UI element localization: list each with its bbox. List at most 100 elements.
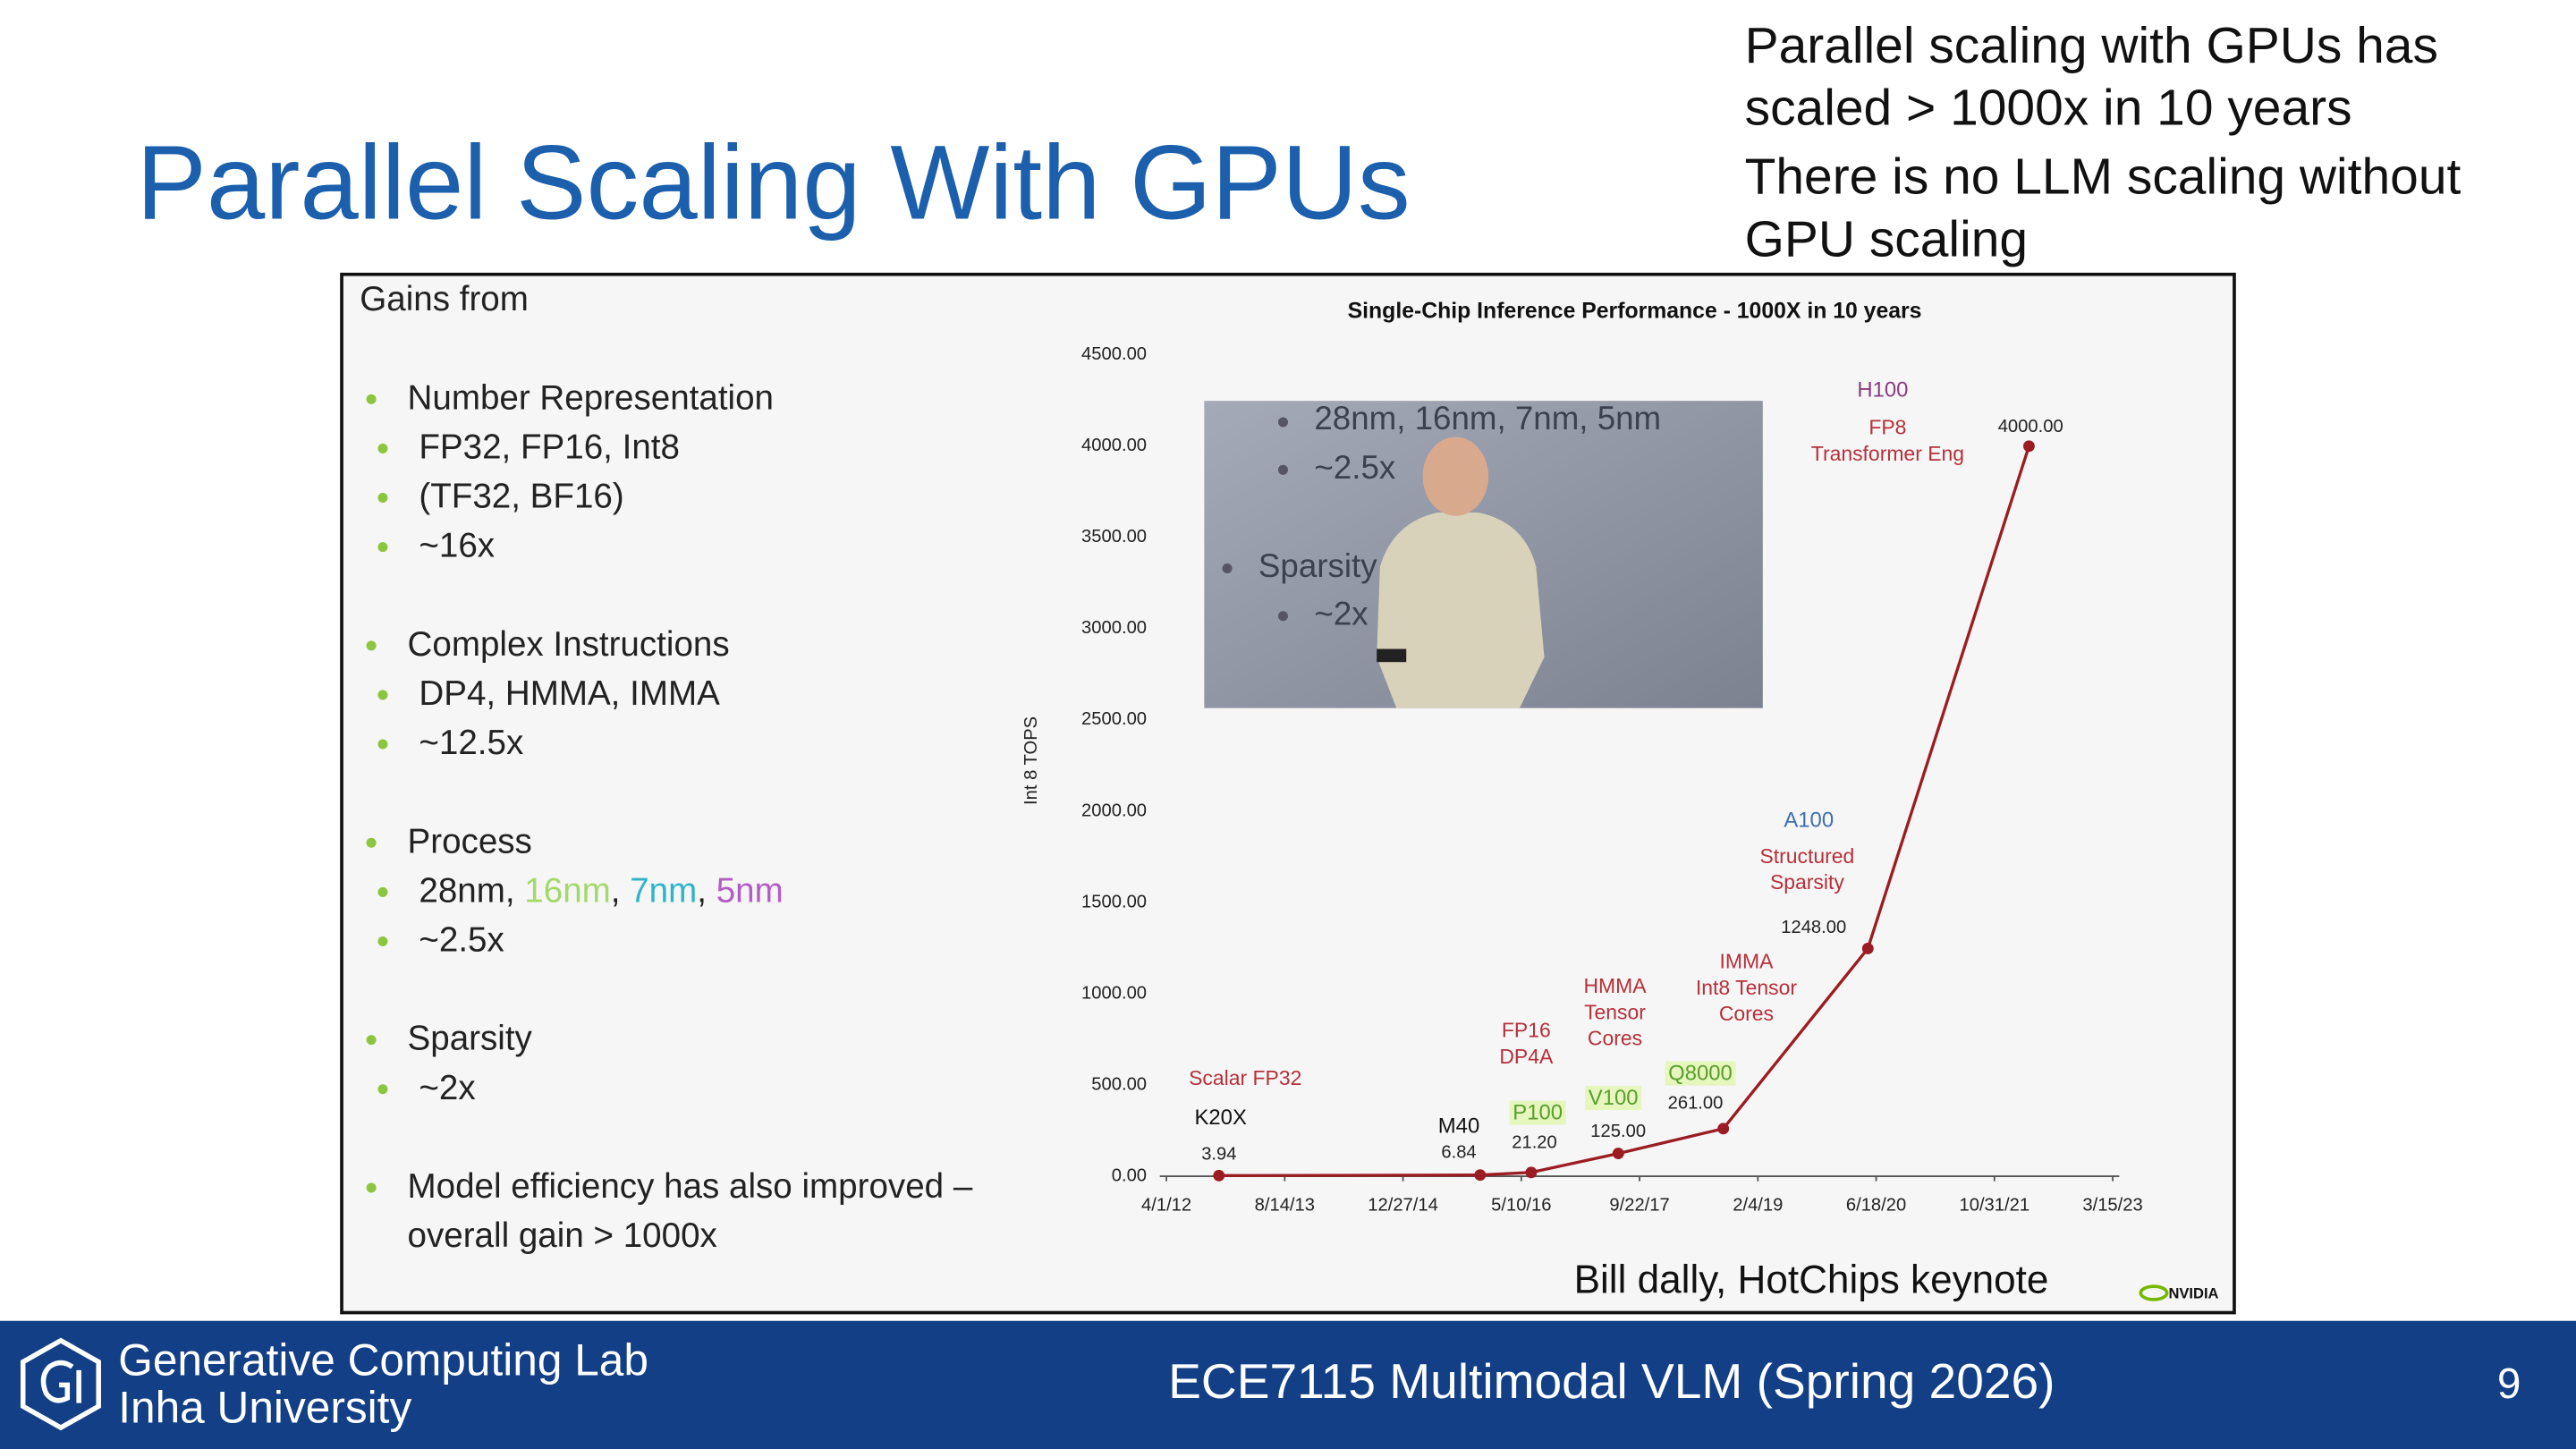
- point-label: H100: [1857, 377, 1908, 402]
- note: Parallel scaling with GPUs has scaled > …: [1744, 16, 2438, 137]
- photo-text: ~2.5x: [1314, 449, 1395, 486]
- lab-info: Generative Computing Lab Inha University: [118, 1335, 648, 1433]
- x-tick-label: 3/15/23: [2082, 1196, 2142, 1216]
- list-item: Model efficiency has also improved – over…: [360, 1163, 972, 1261]
- logo-mark: [2139, 1284, 2169, 1301]
- annotation: Structured: [1759, 844, 1854, 868]
- label-highlight: [1585, 1086, 1642, 1111]
- text-segment: Model efficiency has also improved –: [407, 1167, 973, 1207]
- inset-photo: 28nm, 16nm, 7nm, 5nm ~2.5x Sparsity ~2x: [1204, 400, 1763, 708]
- bullet: [1277, 464, 1289, 475]
- annotation: IMMA: [1720, 949, 1775, 972]
- logo-text: NVIDIA: [2168, 1285, 2218, 1302]
- slide-title: Parallel Scaling With GPUs: [136, 123, 1411, 242]
- point-label: P100: [1513, 1101, 1563, 1125]
- university: Inha University: [118, 1383, 412, 1433]
- list-subitem: ~2.5x: [360, 917, 972, 966]
- label-highlight: [1665, 1061, 1736, 1086]
- list-heading: Gains from: [360, 281, 529, 319]
- photo-text: Sparsity: [1258, 547, 1377, 584]
- annotation: FP16: [1502, 1019, 1551, 1042]
- list-subitem: ~16x: [360, 522, 972, 572]
- annotation: Cores: [1588, 1027, 1642, 1050]
- data-point: [1213, 1169, 1225, 1182]
- caption: Bill dally, HotChips keynote: [1573, 1258, 2049, 1303]
- y-tick-label: 3500.00: [1081, 527, 1147, 547]
- notes: Parallel scaling with GPUs has scaled > …: [1745, 15, 2550, 272]
- list-subitem: ~2x: [360, 1064, 972, 1114]
- y-tick-label: 1500.00: [1081, 892, 1147, 911]
- annotation: Cores: [1719, 1002, 1774, 1025]
- point-label: Q8000: [1668, 1062, 1733, 1086]
- text-segment: 5nm: [716, 872, 784, 911]
- value-label: 3.94: [1201, 1145, 1236, 1165]
- list-subitem: 28nm, 16nm, 7nm, 5nm: [360, 868, 972, 917]
- text-segment: 7nm: [630, 872, 698, 911]
- annotation: Transformer Eng: [1811, 442, 1964, 465]
- list-subitem: ~12.5x: [360, 719, 972, 768]
- annotation: Scalar FP32: [1189, 1066, 1301, 1089]
- lab-name: Generative Computing Lab: [118, 1335, 648, 1385]
- x-tick-label: 6/18/20: [1846, 1196, 1906, 1216]
- point-label: V100: [1589, 1086, 1639, 1110]
- y-axis-label: Int 8 TOPS: [1021, 716, 1041, 805]
- chart-title: Single-Chip Inference Performance - 1000…: [1348, 300, 1922, 324]
- y-tick-label: 4500.00: [1081, 344, 1147, 364]
- gains-list: Gains from Number Representation FP32, FP1…: [360, 276, 972, 1262]
- list-subitem: DP4, HMMA, IMMA: [360, 670, 972, 719]
- text-segment: ,: [610, 872, 631, 911]
- value-label: 4000.00: [1998, 417, 2063, 436]
- annotation: FP8: [1868, 415, 1906, 438]
- footer: Generative Computing Lab Inha University…: [0, 1320, 2576, 1449]
- text-segment: 16nm: [524, 872, 611, 911]
- data-point: [1612, 1148, 1624, 1160]
- list-item: Process: [360, 818, 972, 868]
- list-item: Sparsity: [360, 1015, 972, 1064]
- value-label: 261.00: [1668, 1094, 1724, 1114]
- x-tick-label: 4/1/12: [1141, 1196, 1191, 1216]
- data-point: [1861, 942, 1874, 954]
- point-label: M40: [1438, 1114, 1479, 1138]
- annotation: Tensor: [1584, 1000, 1646, 1023]
- person-body: [1377, 513, 1545, 708]
- x-tick-label: 2/4/19: [1733, 1196, 1783, 1216]
- label-highlight: [1509, 1100, 1566, 1125]
- text-segment: ,: [697, 872, 716, 911]
- text-segment: 28nm,: [419, 872, 525, 911]
- value-label: 1248.00: [1781, 918, 1846, 937]
- annotation: DP4A: [1499, 1045, 1554, 1068]
- photo-text: 28nm, 16nm, 7nm, 5nm: [1314, 400, 1661, 436]
- list-item: Complex Instructions: [360, 621, 972, 670]
- y-tick-label: 1000.00: [1081, 983, 1147, 1003]
- list-subitem: FP32, FP16, Int8: [360, 424, 972, 473]
- list-item: Number Representation: [360, 375, 972, 424]
- value-label: 6.84: [1441, 1143, 1476, 1163]
- list-subitem: (TF32, BF16): [360, 473, 972, 522]
- person-hand: [1377, 648, 1407, 663]
- y-tick-label: 3000.00: [1081, 618, 1147, 638]
- bullet: [1277, 417, 1289, 428]
- x-tick-label: 8/14/13: [1255, 1196, 1315, 1216]
- note: There is no LLM scaling without GPU scal…: [1744, 148, 2462, 268]
- lab-logo: [20, 1337, 101, 1431]
- point-label: A100: [1784, 809, 1834, 833]
- x-tick-label: 5/10/16: [1491, 1196, 1551, 1216]
- x-tick-label: 9/22/17: [1609, 1196, 1669, 1216]
- y-tick-label: 4000.00: [1081, 436, 1147, 455]
- text-segment: overall gain > 1000x: [407, 1217, 717, 1256]
- annotation: Int8 Tensor: [1696, 976, 1797, 999]
- x-tick-label: 10/31/21: [1959, 1196, 2029, 1216]
- bullet: [1277, 611, 1289, 622]
- data-point: [1474, 1169, 1487, 1182]
- page-number: 9: [2496, 1358, 2521, 1409]
- y-tick-label: 2500.00: [1081, 709, 1147, 729]
- data-point: [1525, 1166, 1538, 1179]
- data-point: [1717, 1123, 1730, 1135]
- y-tick-label: 500.00: [1091, 1074, 1147, 1094]
- data-point: [2022, 440, 2035, 453]
- value-label: 125.00: [1590, 1122, 1646, 1141]
- course-name: ECE7115 Multimodal VLM (Spring 2026): [1168, 1355, 2055, 1410]
- photo-text: ~2x: [1314, 595, 1368, 631]
